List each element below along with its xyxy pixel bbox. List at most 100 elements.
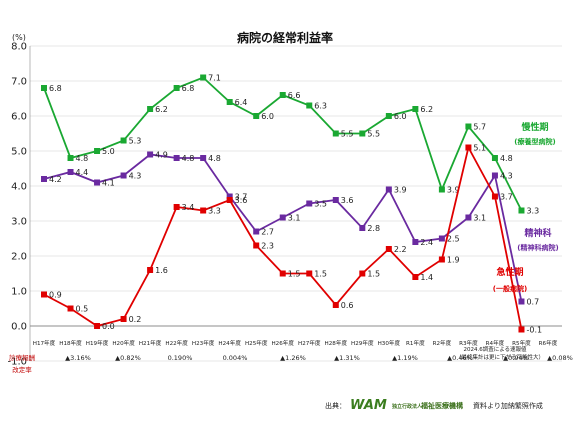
data-point (226, 99, 233, 105)
data-label: 3.5 (314, 200, 327, 209)
data-point (332, 130, 339, 137)
data-label: 5.0 (102, 147, 115, 156)
source-org-small: 独立行政法人 (391, 403, 423, 410)
y-tick-label: 7.0 (11, 77, 27, 88)
data-point (306, 200, 313, 207)
data-label: 4.8 (182, 154, 195, 163)
data-label: 6.2 (155, 105, 168, 114)
y-tick-label: 6.0 (11, 112, 27, 123)
data-label: 3.3 (208, 207, 221, 216)
data-point (491, 193, 498, 200)
y-tick-label: 3.0 (11, 217, 27, 228)
data-label: 3.6 (341, 196, 354, 205)
data-label: 0.2 (129, 315, 142, 324)
revision-header-2: 改定率 (12, 365, 32, 374)
series-lines: 6.8 4.8 5.0 5.3 6.2 6.8 7.1 6.4 6.0 6.6 6.3 5.5 5.5 6… (41, 74, 542, 335)
data-label: 2.8 (367, 224, 380, 233)
x-tick-label: H25年度 (245, 339, 268, 347)
data-label: 7.1 (208, 74, 221, 83)
data-label: 1.5 (288, 270, 301, 279)
x-tick-label: H28年度 (325, 339, 348, 347)
data-point (359, 225, 366, 231)
data-label: 2.5 (447, 235, 460, 244)
data-point (359, 270, 366, 277)
data-label: 6.2 (420, 105, 433, 114)
x-tick-label: R5年度 (512, 339, 531, 347)
series-0: 6.8 4.8 5.0 5.3 6.2 6.8 7.1 6.4 6.0 6.6 6.3 5.5 5.5 6… (41, 74, 539, 216)
x-axis-ticks: H17年度 H18年度 H19年度 H20年度 H21年度 H22年度 H23年度 H24年度… (33, 339, 558, 347)
x-tick-label: R2年度 (433, 339, 452, 347)
data-point (94, 323, 101, 329)
data-label: 4.8 (500, 154, 513, 163)
revision-rate: ▲1.19% (392, 354, 418, 362)
legend-sub: (一般病院) (493, 284, 527, 293)
data-point (385, 113, 392, 119)
y-tick-label: 8.0 (11, 42, 27, 53)
data-point (200, 155, 207, 161)
data-label: 0.9 (49, 291, 62, 300)
data-point (491, 155, 498, 161)
data-label: 4.2 (49, 175, 62, 184)
data-label: 3.1 (288, 214, 301, 223)
data-label: 1.5 (314, 270, 327, 279)
y-tick-label: 4.0 (11, 182, 27, 193)
x-tick-label: H22年度 (165, 339, 188, 347)
y-unit-label: (%) (12, 33, 26, 42)
data-point (41, 291, 47, 298)
data-label: 6.3 (314, 102, 327, 111)
data-label: 4.8 (76, 154, 89, 163)
legend-sub: (療養型病院) (514, 137, 555, 146)
data-point (120, 172, 127, 179)
data-label: 1.4 (420, 273, 433, 282)
y-axis-ticks: -1.0 0.0 1.0 2.0 3.0 4.0 5.0 6.0 7.0 8.0 (7, 42, 27, 368)
data-point (120, 137, 127, 144)
data-point (306, 102, 313, 109)
data-label: 1.6 (155, 266, 168, 275)
x-tick-label: H30年度 (378, 339, 401, 347)
revision-rate: 0.004% (223, 354, 248, 362)
y-tick-label: 2.0 (11, 252, 27, 263)
data-label: -0.1 (526, 326, 542, 335)
data-label: 6.8 (49, 84, 62, 93)
legend-sub: (精神科病院) (517, 243, 558, 252)
x-tick-label: R6年度 (539, 339, 558, 347)
data-point (306, 270, 313, 277)
data-point (491, 172, 498, 179)
x-tick-label: H26年度 (271, 339, 294, 347)
legend-name: 急性期 (496, 266, 523, 278)
data-point (200, 207, 207, 214)
x-tick-label: H24年度 (218, 339, 241, 347)
source-prefix: 出典： (325, 401, 346, 410)
data-label: 0.6 (341, 301, 354, 310)
y-tick-label: 5.0 (11, 147, 27, 158)
data-point (359, 130, 366, 137)
data-label: 6.4 (235, 98, 248, 107)
series-1: 4.2 4.4 4.1 4.3 4.9 4.8 4.8 3.7 2.7 3.1 3.5 3.6 2.8 3… (41, 151, 539, 307)
x-tick-label: H21年度 (139, 339, 162, 347)
data-label: 1.5 (367, 270, 380, 279)
source-suffix: 資料より加納繁照作成 (473, 401, 543, 410)
legend-name: 精神科 (524, 227, 551, 239)
data-label: 6.0 (261, 112, 274, 121)
data-point (279, 92, 286, 98)
data-point (253, 113, 260, 119)
data-point (253, 228, 260, 235)
data-label: 3.4 (182, 203, 195, 212)
y-tick-label: 1.0 (11, 287, 27, 298)
revision-rate: ▲3.16% (65, 354, 91, 362)
data-label: 1.9 (447, 256, 460, 265)
data-label: 3.6 (235, 196, 248, 205)
data-label: 5.5 (367, 130, 380, 139)
data-point (332, 197, 339, 203)
data-label: 4.4 (76, 168, 89, 177)
data-label: 4.9 (155, 151, 168, 160)
data-point (173, 204, 180, 210)
data-label: 6.0 (394, 112, 407, 121)
x-tick-label: H19年度 (86, 339, 109, 347)
chart-title: 病院の経常利益率 (237, 30, 333, 45)
grid-lines (29, 45, 562, 362)
data-label: 5.5 (341, 130, 354, 139)
data-point (438, 235, 445, 242)
x-tick-label: H27年度 (298, 339, 321, 347)
